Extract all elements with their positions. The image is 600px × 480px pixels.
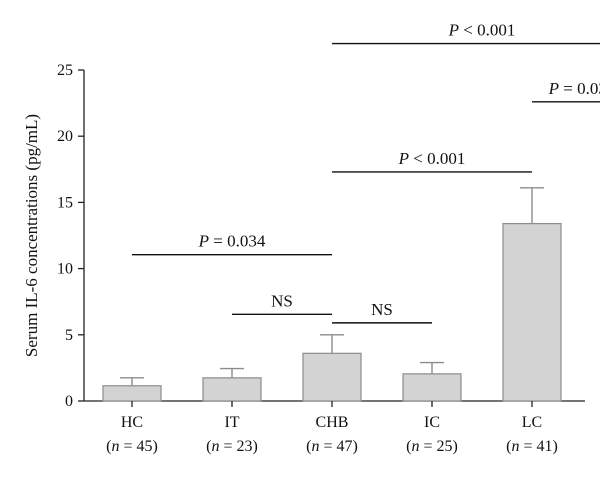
significance-label: P < 0.001 (448, 21, 516, 40)
bar-ic (402, 373, 462, 402)
y-tick-label: 25 (57, 62, 73, 79)
x-category-n: (n = 45) (106, 438, 158, 455)
x-category-name: LC (522, 414, 542, 431)
significance-annotations: P = 0.034 NS NS P < 0.001 P = 0.039 P < 0.001 (132, 21, 600, 324)
y-tick-label: 15 (57, 194, 73, 211)
x-category-name: IC (424, 414, 440, 431)
bar-lc (502, 222, 562, 402)
bar-chb (302, 352, 362, 402)
x-category-name: CHB (316, 414, 349, 431)
x-category-name: HC (121, 414, 143, 431)
y-ticks: 0 5 10 15 20 25 (57, 62, 84, 410)
error-bars (120, 187, 544, 386)
significance-label: P < 0.001 (398, 149, 466, 168)
bar-it (202, 377, 262, 402)
y-axis-title: Serum IL-6 concentrations (pg/mL) (22, 114, 41, 357)
significance-label: NS (271, 291, 293, 310)
bar-hc (102, 385, 162, 402)
x-category-labels: HC (n = 45) IT (n = 23) CHB (n = 47) IC (n = 25… (106, 401, 558, 455)
x-category-n: (n = 41) (506, 438, 558, 455)
y-tick-label: 5 (65, 327, 73, 344)
significance-label: NS (371, 300, 393, 319)
y-tick-label: 20 (57, 128, 73, 145)
significance-label: P = 0.039 (548, 79, 600, 98)
x-category-name: IT (224, 414, 239, 431)
x-category-n: (n = 23) (206, 438, 258, 455)
x-category-n: (n = 25) (406, 438, 458, 455)
y-tick-label: 10 (57, 261, 73, 278)
significance-label: P = 0.034 (198, 232, 266, 251)
y-tick-label: 0 (65, 393, 73, 410)
bars (102, 222, 562, 402)
x-category-n: (n = 47) (306, 438, 358, 455)
